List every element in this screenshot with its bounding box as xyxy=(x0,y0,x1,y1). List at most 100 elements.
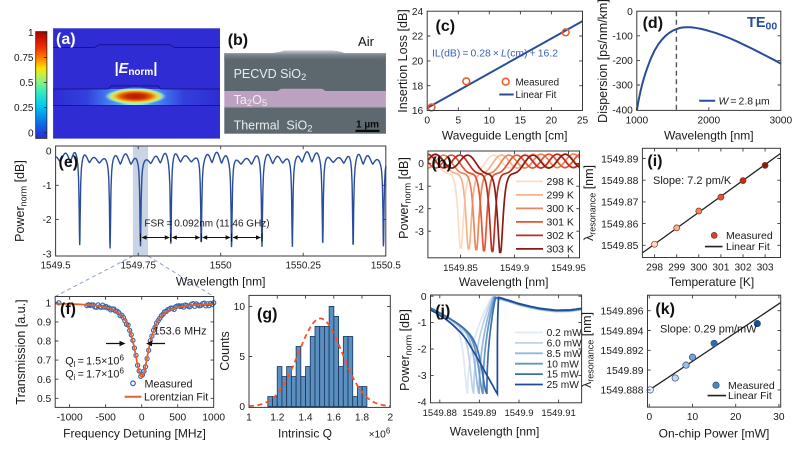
svg-text:Temperature [K]: Temperature [K] xyxy=(669,275,754,289)
svg-text:0.8: 0.8 xyxy=(37,337,51,348)
svg-text:1549.892: 1549.892 xyxy=(601,346,644,357)
svg-text:1000: 1000 xyxy=(625,115,648,126)
svg-text:1549.89: 1549.89 xyxy=(462,408,496,419)
svg-text:Ql = 1.5×106: Ql = 1.5×106 xyxy=(65,354,124,370)
svg-text:5: 5 xyxy=(455,116,461,127)
svg-text:0: 0 xyxy=(424,116,430,127)
svg-text:Dispersion [ps/nm/km]: Dispersion [ps/nm/km] xyxy=(596,0,610,123)
svg-text:Qi = 1.7×106: Qi = 1.7×106 xyxy=(65,367,124,383)
svg-text:15 mW: 15 mW xyxy=(547,370,580,381)
svg-text:Waveguide Length [cm]: Waveguide Length [cm] xyxy=(442,129,568,143)
svg-text:0.75: 0.75 xyxy=(14,53,34,64)
svg-text:2000: 2000 xyxy=(697,115,720,126)
svg-text:0: 0 xyxy=(418,159,424,170)
svg-text:1550: 1550 xyxy=(210,261,232,272)
svg-text:(i): (i) xyxy=(647,153,662,170)
svg-text:0: 0 xyxy=(139,412,145,423)
svg-text:8.5 mW: 8.5 mW xyxy=(547,349,582,360)
svg-text:20: 20 xyxy=(730,412,742,423)
svg-text:Wavelength [nm]: Wavelength [nm] xyxy=(450,424,540,438)
svg-text:0.25: 0.25 xyxy=(14,103,34,114)
svg-text:-4: -4 xyxy=(417,397,426,408)
svg-text:1.6: 1.6 xyxy=(327,412,341,423)
svg-text:Powernorm [dB]: Powernorm [dB] xyxy=(397,157,413,239)
svg-text:0.5: 0.5 xyxy=(37,394,51,405)
svg-text:Ta2O5: Ta2O5 xyxy=(234,93,268,109)
svg-text:Slope: 0.29 pm/mW: Slope: 0.29 pm/mW xyxy=(660,324,757,336)
svg-text:1549.95: 1549.95 xyxy=(551,263,586,274)
svg-text:Wavelength [nm]: Wavelength [nm] xyxy=(664,129,754,143)
svg-text:0.9: 0.9 xyxy=(37,318,51,329)
svg-text:Measured: Measured xyxy=(726,230,773,242)
svg-text:(j): (j) xyxy=(435,303,450,320)
svg-text:298: 298 xyxy=(646,263,663,274)
svg-text:301: 301 xyxy=(712,263,729,274)
svg-text:20: 20 xyxy=(412,57,424,68)
svg-text:(d): (d) xyxy=(643,15,663,32)
svg-text:0: 0 xyxy=(646,412,652,423)
svg-text:1: 1 xyxy=(246,412,252,423)
svg-text:303 K: 303 K xyxy=(547,244,574,256)
svg-text:(c): (c) xyxy=(436,18,456,35)
svg-text:1549.9: 1549.9 xyxy=(500,263,529,274)
svg-text:Linear Fit: Linear Fit xyxy=(726,241,770,253)
svg-text:16: 16 xyxy=(412,106,424,117)
svg-text:1549.86: 1549.86 xyxy=(601,219,638,230)
svg-text:303: 303 xyxy=(757,263,774,274)
svg-text:-200: -200 xyxy=(612,56,633,67)
svg-text:10: 10 xyxy=(687,412,699,423)
svg-text:1: 1 xyxy=(46,298,52,309)
svg-text:-2: -2 xyxy=(43,215,52,226)
svg-text:Linear Fit: Linear Fit xyxy=(728,390,772,402)
svg-text:Powernorm [dB]: Powernorm [dB] xyxy=(398,309,414,391)
svg-text:1549.89: 1549.89 xyxy=(601,154,638,165)
svg-text:1549.91: 1549.91 xyxy=(541,408,575,419)
svg-text:15: 15 xyxy=(515,116,527,127)
svg-text:0: 0 xyxy=(28,128,34,139)
svg-text:1550.5: 1550.5 xyxy=(371,261,402,272)
svg-text:1549.9: 1549.9 xyxy=(504,408,533,419)
svg-text:20: 20 xyxy=(546,116,558,127)
svg-text:18: 18 xyxy=(412,81,424,92)
svg-text:0: 0 xyxy=(421,292,427,303)
svg-text:1549.85: 1549.85 xyxy=(601,241,638,252)
svg-text:-1: -1 xyxy=(415,182,424,193)
svg-text:Air: Air xyxy=(358,34,375,49)
svg-text:Measured: Measured xyxy=(145,378,193,390)
svg-text:1000: 1000 xyxy=(202,412,225,423)
svg-text:(g): (g) xyxy=(257,306,277,323)
svg-text:0: 0 xyxy=(627,7,633,18)
svg-text:30: 30 xyxy=(773,412,785,423)
svg-text:(e): (e) xyxy=(59,154,79,171)
svg-text:0.7: 0.7 xyxy=(37,356,51,367)
svg-text:0: 0 xyxy=(239,402,245,413)
svg-text:24: 24 xyxy=(412,7,424,18)
svg-text:-3: -3 xyxy=(417,371,426,382)
svg-text:1549.88: 1549.88 xyxy=(601,176,638,187)
svg-text:299: 299 xyxy=(668,263,685,274)
svg-text:-2: -2 xyxy=(415,204,424,215)
svg-text:W = 2.8 µm: W = 2.8 µm xyxy=(719,96,770,107)
svg-text:(k): (k) xyxy=(655,301,675,318)
svg-text:On-chip Power [mW]: On-chip Power [mW] xyxy=(659,427,770,441)
svg-text:1549.75: 1549.75 xyxy=(120,261,156,272)
svg-text:25: 25 xyxy=(577,116,589,127)
svg-text:1549.5: 1549.5 xyxy=(41,261,72,272)
svg-text:-3: -3 xyxy=(415,227,424,238)
svg-text:Insertion Loss [dB]: Insertion Loss [dB] xyxy=(396,9,410,113)
svg-text:2: 2 xyxy=(387,412,393,423)
svg-text:1549.85: 1549.85 xyxy=(443,263,478,274)
svg-text:302: 302 xyxy=(735,263,752,274)
svg-text:1549.87: 1549.87 xyxy=(601,198,638,209)
svg-text:0: 0 xyxy=(46,147,52,158)
svg-text:Intrinsic Q: Intrinsic Q xyxy=(278,427,332,441)
svg-text:PECVD SiO2: PECVD SiO2 xyxy=(234,67,307,83)
svg-text:10 mW: 10 mW xyxy=(547,359,580,370)
svg-text:Counts: Counts xyxy=(218,331,232,371)
svg-text:1549.89: 1549.89 xyxy=(606,366,643,377)
svg-text:(b): (b) xyxy=(228,32,248,49)
svg-text:500: 500 xyxy=(169,412,186,423)
svg-text:300: 300 xyxy=(690,263,707,274)
svg-text:(f): (f) xyxy=(60,301,76,318)
svg-text:-1: -1 xyxy=(417,318,426,329)
